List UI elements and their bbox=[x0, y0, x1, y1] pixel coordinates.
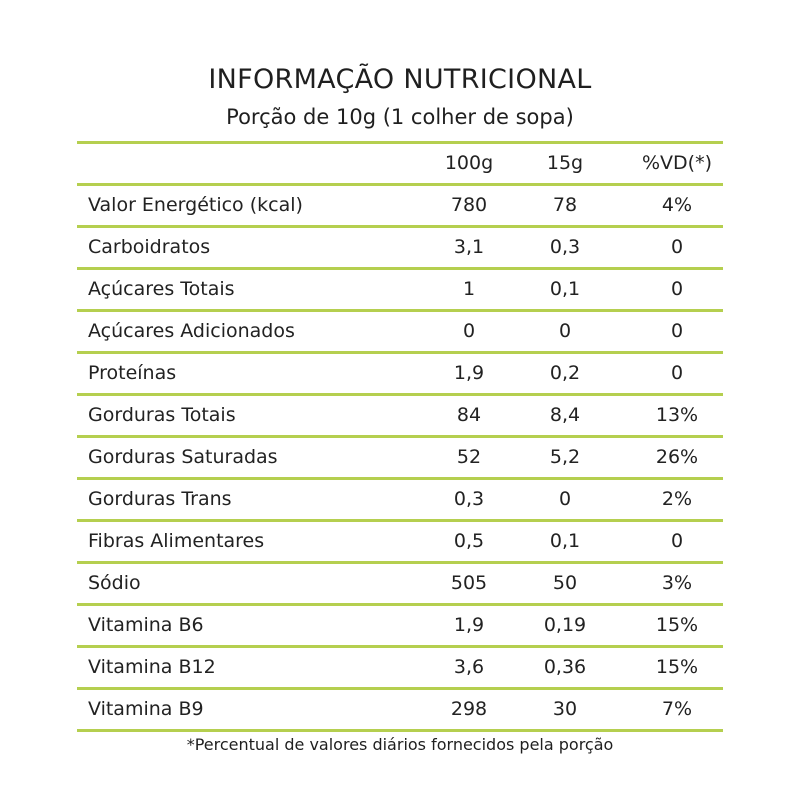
value-daily-percent: 13% bbox=[655, 404, 699, 426]
table-row: Valor Energético (kcal) 780 78 4% bbox=[77, 186, 723, 225]
value-per-15g: 0,36 bbox=[543, 656, 587, 678]
table-divider bbox=[77, 141, 723, 144]
nutrient-name: Valor Energético (kcal) bbox=[88, 194, 303, 216]
table-divider bbox=[77, 351, 723, 354]
header-daily-value: %VD(*) bbox=[641, 152, 712, 174]
value-daily-percent: 0 bbox=[670, 236, 684, 258]
table-row: Carboidratos 3,1 0,3 0 bbox=[77, 228, 723, 267]
value-per-15g: 0,3 bbox=[549, 236, 581, 258]
table-divider bbox=[77, 393, 723, 396]
value-daily-percent: 0 bbox=[670, 278, 684, 300]
value-daily-percent: 7% bbox=[661, 698, 693, 720]
value-per-15g: 30 bbox=[552, 698, 578, 720]
value-per-100g: 3,6 bbox=[453, 656, 485, 678]
serving-size-subtitle: Porção de 10g (1 colher de sopa) bbox=[226, 105, 574, 129]
nutrient-name: Sódio bbox=[88, 572, 141, 594]
value-per-100g: 0,3 bbox=[453, 488, 485, 510]
value-daily-percent: 15% bbox=[655, 656, 699, 678]
table-row: Vitamina B12 3,6 0,36 15% bbox=[77, 648, 723, 687]
value-per-100g: 0 bbox=[462, 320, 476, 342]
value-daily-percent: 0 bbox=[670, 320, 684, 342]
value-per-100g: 1,9 bbox=[453, 614, 485, 636]
nutrient-name: Fibras Alimentares bbox=[88, 530, 265, 552]
table-row: Açúcares Adicionados 0 0 0 bbox=[77, 312, 723, 351]
table-row: Vitamina B9 298 30 7% bbox=[77, 690, 723, 729]
value-per-15g: 50 bbox=[552, 572, 578, 594]
page-title: INFORMAÇÃO NUTRICIONAL bbox=[208, 64, 592, 95]
nutrient-name: Proteínas bbox=[88, 362, 177, 384]
value-per-100g: 0,5 bbox=[453, 530, 485, 552]
value-daily-percent: 0 bbox=[670, 530, 684, 552]
value-per-100g: 298 bbox=[450, 698, 488, 720]
value-daily-percent: 3% bbox=[661, 572, 693, 594]
value-per-100g: 505 bbox=[450, 572, 488, 594]
value-per-15g: 0,2 bbox=[549, 362, 581, 384]
value-per-15g: 5,2 bbox=[549, 446, 581, 468]
value-daily-percent: 0 bbox=[670, 362, 684, 384]
value-per-15g: 0,1 bbox=[549, 278, 581, 300]
table-divider bbox=[77, 603, 723, 606]
nutrition-table: 100g 15g %VD(*) Valor Energético (kcal) … bbox=[77, 141, 723, 732]
table-divider bbox=[77, 687, 723, 690]
value-per-15g: 8,4 bbox=[549, 404, 581, 426]
nutrient-name: Vitamina B6 bbox=[88, 614, 204, 636]
table-row: Açúcares Totais 1 0,1 0 bbox=[77, 270, 723, 309]
nutrient-name: Carboidratos bbox=[88, 236, 211, 258]
value-per-15g: 0 bbox=[558, 320, 572, 342]
table-divider bbox=[77, 309, 723, 312]
value-per-100g: 1 bbox=[462, 278, 476, 300]
value-daily-percent: 2% bbox=[661, 488, 693, 510]
value-daily-percent: 26% bbox=[655, 446, 699, 468]
table-divider bbox=[77, 477, 723, 480]
nutrient-name: Gorduras Trans bbox=[88, 488, 232, 510]
nutrient-name: Gorduras Saturadas bbox=[88, 446, 278, 468]
value-per-100g: 780 bbox=[450, 194, 488, 216]
table-divider bbox=[77, 225, 723, 228]
table-row: Fibras Alimentares 0,5 0,1 0 bbox=[77, 522, 723, 561]
table-divider bbox=[77, 519, 723, 522]
value-per-15g: 0,1 bbox=[549, 530, 581, 552]
value-per-100g: 3,1 bbox=[453, 236, 485, 258]
table-divider bbox=[77, 267, 723, 270]
footnote: *Percentual de valores diários fornecido… bbox=[186, 735, 614, 754]
value-per-100g: 52 bbox=[456, 446, 482, 468]
table-row: Gorduras Saturadas 52 5,2 26% bbox=[77, 438, 723, 477]
table-divider bbox=[77, 183, 723, 186]
header-per-100g: 100g bbox=[444, 152, 494, 174]
table-row: Gorduras Totais 84 8,4 13% bbox=[77, 396, 723, 435]
table-row: Gorduras Trans 0,3 0 2% bbox=[77, 480, 723, 519]
table-divider bbox=[77, 645, 723, 648]
value-per-15g: 0 bbox=[558, 488, 572, 510]
value-daily-percent: 4% bbox=[661, 194, 693, 216]
nutrient-name: Vitamina B12 bbox=[88, 656, 216, 678]
nutrient-name: Vitamina B9 bbox=[88, 698, 204, 720]
table-row: Sódio 505 50 3% bbox=[77, 564, 723, 603]
table-divider bbox=[77, 729, 723, 732]
nutrient-name: Açúcares Adicionados bbox=[88, 320, 295, 342]
value-per-100g: 84 bbox=[456, 404, 482, 426]
table-divider bbox=[77, 435, 723, 438]
value-per-15g: 78 bbox=[552, 194, 578, 216]
table-divider bbox=[77, 561, 723, 564]
table-header-row: 100g 15g %VD(*) bbox=[77, 144, 723, 183]
value-per-100g: 1,9 bbox=[453, 362, 485, 384]
nutrient-name: Gorduras Totais bbox=[88, 404, 236, 426]
table-row: Proteínas 1,9 0,2 0 bbox=[77, 354, 723, 393]
nutrient-name: Açúcares Totais bbox=[88, 278, 235, 300]
value-per-15g: 0,19 bbox=[543, 614, 587, 636]
table-row: Vitamina B6 1,9 0,19 15% bbox=[77, 606, 723, 645]
header-per-15g: 15g bbox=[546, 152, 584, 174]
value-daily-percent: 15% bbox=[655, 614, 699, 636]
